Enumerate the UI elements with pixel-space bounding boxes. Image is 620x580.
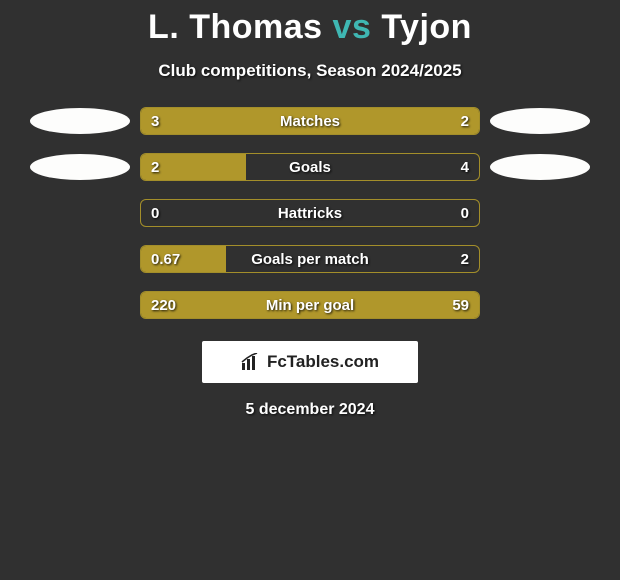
brand-box: FcTables.com (202, 341, 418, 383)
brand-text: FcTables.com (267, 352, 379, 372)
stat-row: 24Goals (0, 153, 620, 181)
player1-marker (30, 154, 130, 180)
stat-row: 00Hattricks (0, 199, 620, 227)
stat-bar: 22059Min per goal (140, 291, 480, 319)
chart-icon (241, 353, 261, 371)
stat-bar: 00Hattricks (140, 199, 480, 227)
stat-label: Goals (141, 154, 479, 180)
player1-marker (30, 108, 130, 134)
date-line: 5 december 2024 (246, 401, 375, 419)
title-vs: vs (333, 8, 372, 46)
stat-row: 22059Min per goal (0, 291, 620, 319)
stat-label: Goals per match (141, 246, 479, 272)
subtitle: Club competitions, Season 2024/2025 (158, 61, 461, 81)
page-title: L. Thomas vs Tyjon (148, 8, 472, 47)
stat-bar: 32Matches (140, 107, 480, 135)
player2-marker (490, 108, 590, 134)
stat-row: 0.672Goals per match (0, 245, 620, 273)
stat-label: Min per goal (141, 292, 479, 318)
title-player2: Tyjon (381, 8, 472, 46)
stat-label: Hattricks (141, 200, 479, 226)
comparison-block: 32Matches 24Goals 00Hattricks 0.672Goals pe… (0, 107, 620, 319)
stat-row: 32Matches (0, 107, 620, 135)
player2-marker (490, 154, 590, 180)
stat-label: Matches (141, 108, 479, 134)
title-player1: L. Thomas (148, 8, 323, 46)
stat-bar: 0.672Goals per match (140, 245, 480, 273)
stat-bar: 24Goals (140, 153, 480, 181)
